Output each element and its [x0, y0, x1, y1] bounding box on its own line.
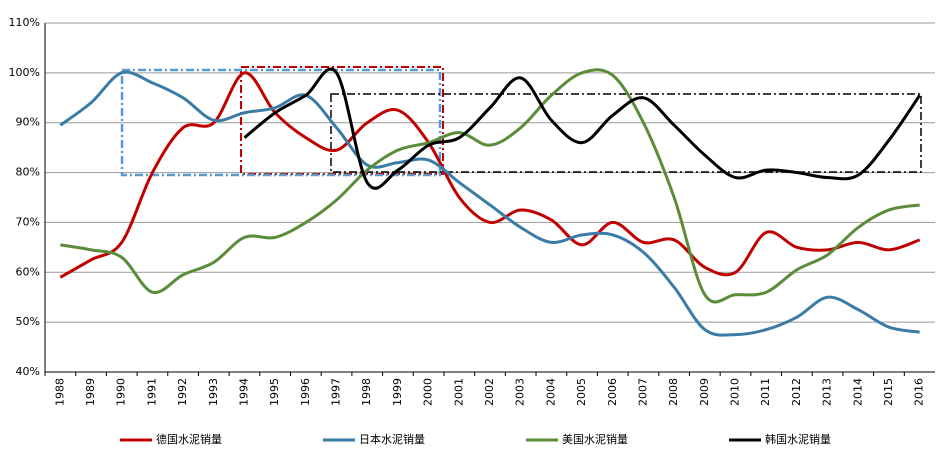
x-tick-label: 2006: [606, 378, 619, 406]
highlight-box: [240, 66, 444, 175]
y-tick-label: 90%: [16, 116, 40, 129]
x-tick-label: 1993: [207, 378, 220, 406]
x-tick-label: 2010: [729, 378, 742, 406]
x-tick-label: 2014: [851, 378, 864, 406]
grid: [45, 22, 935, 373]
x-tick-label: 1996: [299, 378, 312, 406]
x-tick-label: 1997: [330, 378, 343, 406]
x-tick-label: 2012: [790, 378, 803, 406]
x-tick-label: 1994: [237, 378, 250, 406]
x-tick-label: 1999: [391, 378, 404, 406]
x-tick-label: 1990: [115, 378, 128, 406]
line-series: [59, 71, 921, 279]
x-tick-label: 2016: [913, 378, 926, 406]
legend-label: 韩国水泥销量: [765, 432, 831, 446]
highlight-box: [120, 68, 442, 177]
x-tick-label: 2004: [544, 378, 557, 406]
y-tick-label: 40%: [16, 365, 40, 378]
x-tick-label: 2011: [759, 378, 772, 406]
x-tick-label: 1991: [145, 378, 158, 406]
x-tick-label: 1988: [53, 378, 66, 406]
legend-label: 美国水泥销量: [562, 432, 628, 446]
line-series: [59, 70, 920, 337]
x-tick-label: 2005: [575, 378, 588, 406]
x-tick-label: 2009: [698, 378, 711, 406]
x-tick-label: 1998: [360, 378, 373, 406]
line-series: [60, 68, 920, 304]
x-tick-label: 1995: [268, 378, 281, 406]
x-tick-label: 2003: [514, 378, 527, 406]
x-tick-label: 1992: [176, 378, 189, 406]
x-tick-label: 2002: [483, 378, 496, 406]
y-tick-label: 80%: [16, 166, 40, 179]
y-tick-label: 50%: [16, 315, 40, 328]
line-series: [243, 67, 921, 190]
x-tick-label: 2008: [667, 378, 680, 406]
x-tick-label: 2013: [821, 378, 834, 406]
y-tick-label: 60%: [16, 265, 40, 278]
legend-label: 日本水泥销量: [359, 432, 425, 446]
x-tick-label: 2015: [882, 378, 895, 406]
legend-label: 德国水泥销量: [156, 432, 222, 446]
y-tick-label: 110%: [9, 16, 40, 29]
y-tick-label: 100%: [9, 66, 40, 79]
x-tick-label: 2007: [636, 378, 649, 406]
x-tick-label: 1989: [84, 378, 97, 406]
x-tick-label: 2001: [452, 378, 465, 406]
x-tick-label: 2000: [422, 378, 435, 406]
y-tick-label: 70%: [16, 215, 40, 228]
